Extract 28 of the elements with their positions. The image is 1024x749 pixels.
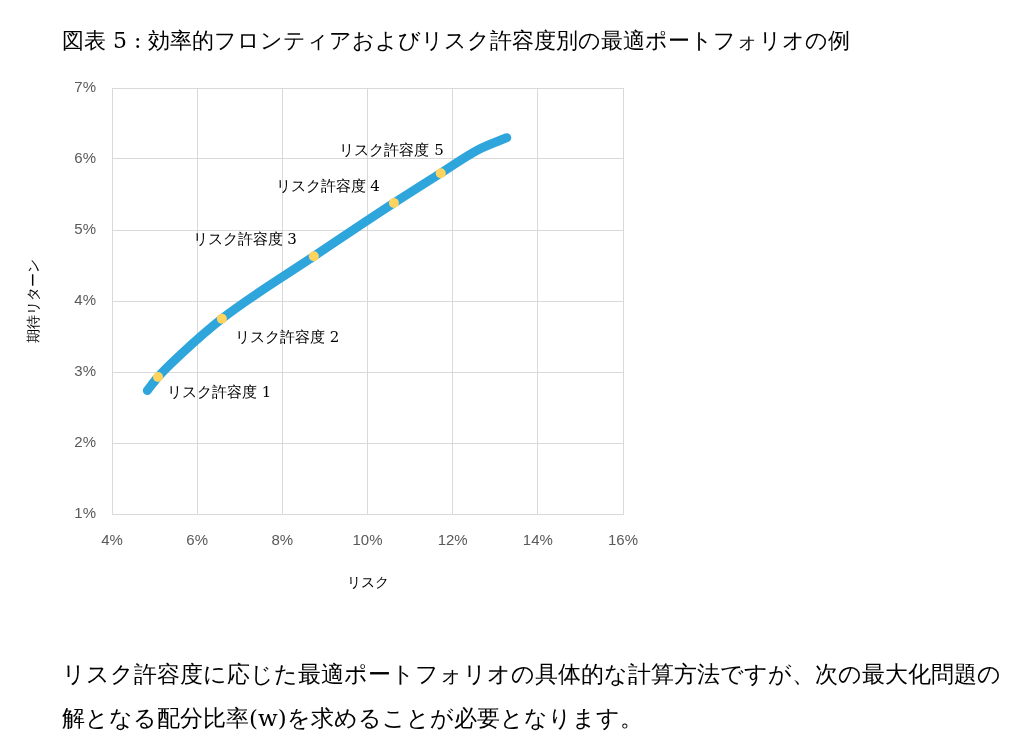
point [152,371,163,382]
chart-title: 図表 5 : 効率的フロンティアおよびリスク許容度別の最適ポートフォリオの例 [62,27,851,55]
annotation: リスク許容度 3 [192,230,297,249]
x-tick-label: 4% [101,531,123,549]
x-tick-label: 8% [271,531,294,549]
annotation: リスク許容度 1 [166,382,272,401]
x-tick-label: 14% [522,531,553,549]
y-tick-label: 1% [74,504,96,522]
x-tick-label: 10% [352,531,383,549]
point [435,168,446,179]
y-axis-title: 期待リターン [25,259,42,343]
y-tick-label: 7% [74,78,96,96]
point [216,313,227,324]
x-tick-label: 6% [186,531,209,549]
x-tick-label: 16% [607,531,639,549]
y-tick-label: 4% [74,291,96,309]
annotation: リスク許容度 4 [275,176,380,195]
annotation: リスク許容度 2 [234,327,340,346]
y-tick-label: 6% [74,149,96,167]
x-tick-label: 12% [437,531,468,549]
text: リスク許容度に応じた最適ポートフォリオの具体的な計算方法ですが、次の最大化問題の解となる配分比率(w)を求めることが必要となります。 [62,660,1002,733]
y-tick-label: 2% [74,433,96,451]
x-axis-title: リスク [346,574,389,591]
y-tick-label: 3% [74,362,96,380]
point [308,251,319,262]
annotation: リスク許容度 5 [339,141,444,160]
y-tick-label: 5% [74,220,96,238]
point [388,198,399,209]
